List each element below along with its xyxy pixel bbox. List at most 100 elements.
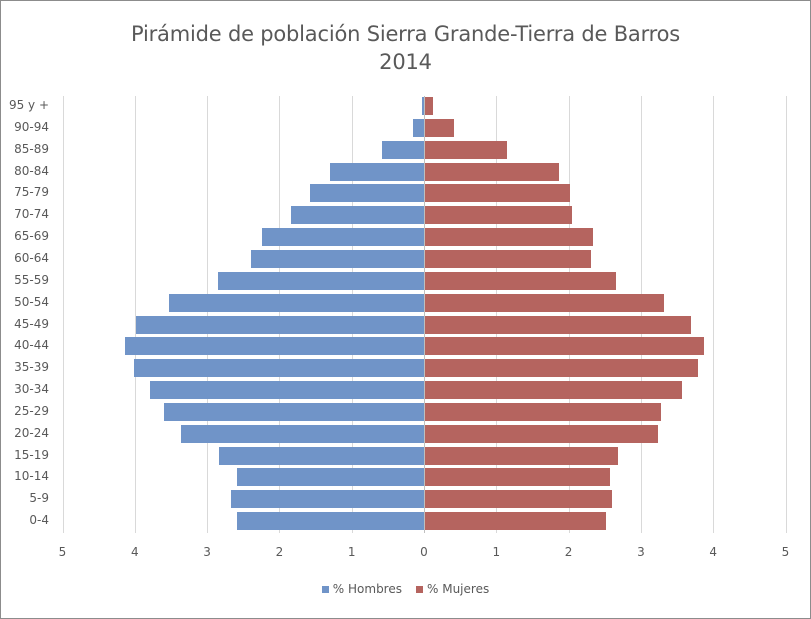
category-label: 80-84 — [14, 163, 49, 178]
bar-hombres — [149, 381, 424, 400]
bar-mujeres — [425, 97, 433, 115]
gridline — [424, 96, 425, 533]
pyramid-row — [62, 293, 785, 313]
bar-mujeres — [425, 424, 658, 443]
category-label: 95 y + — [8, 98, 49, 112]
bar-hombres — [251, 249, 424, 268]
x-tick-label: 1 — [492, 545, 501, 559]
bar-hombres — [134, 359, 424, 378]
bar-hombres — [413, 118, 424, 137]
bar-mujeres — [425, 162, 560, 181]
pyramid-row — [62, 162, 785, 182]
gridline — [62, 96, 64, 533]
category-label: 0-4 — [29, 513, 49, 528]
x-tick-label: 3 — [203, 545, 211, 559]
bar-mujeres — [425, 140, 508, 159]
bar-mujeres — [425, 512, 607, 531]
bar-mujeres — [425, 468, 611, 487]
bar-mujeres — [425, 446, 619, 465]
bar-hombres — [262, 228, 424, 247]
pyramid-row — [62, 380, 785, 400]
bar-mujeres — [425, 271, 616, 290]
pyramid-row — [62, 249, 785, 269]
x-tick-label: 5 — [781, 545, 790, 559]
chart-title-main: Pirámide de población Sierra Grande-Tier… — [130, 22, 681, 46]
bar-hombres — [290, 206, 424, 225]
bar-hombres — [136, 315, 424, 334]
category-label: 20-24 — [14, 425, 49, 440]
bar-hombres — [124, 337, 424, 356]
bar-mujeres — [425, 381, 683, 400]
category-label: 25-29 — [14, 403, 49, 418]
x-tick-label: 4 — [130, 545, 139, 559]
gridline — [496, 96, 498, 533]
category-label: 15-19 — [14, 447, 49, 462]
pyramid-row — [62, 140, 785, 160]
bar-hombres — [309, 184, 424, 203]
category-label: 85-89 — [14, 141, 49, 156]
pyramid-row — [62, 467, 785, 487]
category-label: 40-44 — [14, 338, 49, 353]
pyramid-row — [62, 315, 785, 335]
legend: % Hombres % Mujeres — [0, 582, 811, 596]
plot-area — [62, 96, 787, 533]
legend-item: % Mujeres — [416, 582, 489, 596]
bar-hombres — [163, 402, 424, 421]
legend-item: % Hombres — [321, 582, 402, 596]
gridline — [134, 96, 136, 533]
gridline — [713, 96, 715, 533]
pyramid-row — [62, 336, 785, 356]
bar-hombres — [217, 271, 424, 290]
legend-swatch-icon — [416, 585, 423, 593]
gridline — [568, 96, 570, 533]
category-label: 90-94 — [14, 119, 49, 134]
category-label: 75-79 — [14, 185, 49, 200]
gridline — [640, 96, 642, 533]
x-tick-label: 2 — [275, 545, 284, 559]
category-label: 55-59 — [14, 272, 49, 287]
bar-mujeres — [425, 118, 454, 137]
pyramid-row — [62, 96, 785, 116]
bar-hombres — [181, 424, 424, 443]
bar-hombres — [230, 490, 424, 509]
bar-mujeres — [425, 184, 570, 203]
x-tick-label: 5 — [58, 545, 67, 559]
gridline — [207, 96, 209, 533]
category-label: 70-74 — [14, 207, 49, 222]
pyramid-row — [62, 227, 785, 247]
bar-hombres — [421, 97, 424, 115]
pyramid-row — [62, 183, 785, 203]
category-label: 65-69 — [14, 229, 49, 244]
legend-swatch-icon — [321, 585, 329, 593]
pyramid-row — [62, 511, 785, 531]
x-tick-label: 3 — [637, 545, 645, 559]
category-label: 50-54 — [14, 294, 49, 309]
pyramid-row — [62, 446, 785, 466]
category-label: 5-9 — [29, 491, 49, 506]
bar-hombres — [218, 446, 424, 465]
pyramid-row — [62, 271, 785, 291]
bar-hombres — [236, 468, 424, 487]
category-label: 35-39 — [14, 360, 49, 375]
pyramid-row — [62, 424, 785, 444]
category-label: 60-64 — [14, 250, 49, 265]
bar-mujeres — [425, 337, 705, 356]
x-tick-label: 2 — [564, 545, 573, 559]
bar-mujeres — [425, 402, 662, 421]
legend-label: % Hombres — [332, 582, 402, 596]
bar-hombres — [168, 293, 424, 312]
x-tick-label: 1 — [347, 545, 356, 559]
x-tick-label: 4 — [709, 545, 717, 559]
bar-mujeres — [425, 315, 692, 334]
category-label: 45-49 — [14, 316, 49, 331]
gridline — [351, 96, 353, 533]
pyramid-row — [62, 489, 785, 509]
bar-mujeres — [425, 228, 594, 247]
pyramid-row — [62, 205, 785, 225]
x-tick-label: 0 — [420, 545, 428, 559]
gridline — [279, 96, 281, 533]
category-label: 10-14 — [14, 469, 49, 484]
bar-hombres — [236, 512, 424, 531]
chart-title: Pirámide de población Sierra Grande-Tier… — [0, 20, 811, 76]
pyramid-row — [62, 358, 785, 378]
